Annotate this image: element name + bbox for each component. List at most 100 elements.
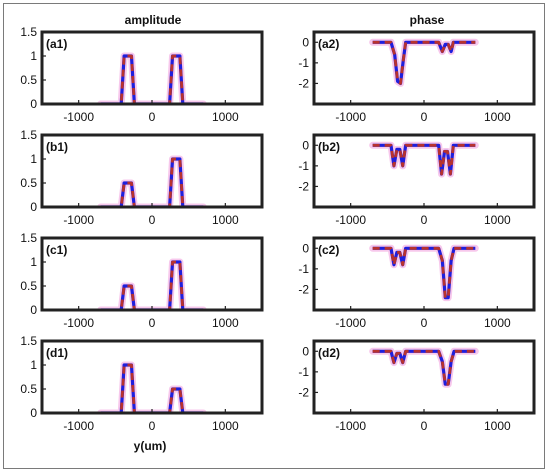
y-tick-label-b2: -2 xyxy=(298,179,309,193)
series-line-blue-d2 xyxy=(372,349,476,386)
panel-a2: -1000 0 1000 -2 -1 0 (a2) xyxy=(298,30,536,124)
y-tick-label-d1: 0.5 xyxy=(20,382,37,396)
series-halo-d2 xyxy=(369,347,479,388)
panel-label-d1: (d1) xyxy=(46,346,68,360)
series-group-a1 xyxy=(97,52,207,104)
panel-label-a2: (a2) xyxy=(318,37,339,51)
series-line-blue-c1 xyxy=(100,260,204,310)
x-tick-label-b2: -1000 xyxy=(335,213,366,227)
series-halo-a1 xyxy=(97,52,207,104)
series-group-d1 xyxy=(97,361,207,413)
series-line-red-a2 xyxy=(372,40,476,85)
x-tick-label-a1: 1000 xyxy=(212,110,239,124)
series-line-red-b1 xyxy=(100,157,204,207)
y-tick-label-c1: 1.5 xyxy=(20,231,37,245)
panel-b1: -1000 0 1000 0 0.5 1 1.5 (b1) xyxy=(20,128,264,227)
y-tick-label-c1: 1 xyxy=(30,255,37,269)
y-tick-label-a1: 1 xyxy=(30,49,37,63)
series-line-blue-d1 xyxy=(100,363,204,413)
axes-box-c1 xyxy=(40,236,264,312)
x-tick-label-c2: -1000 xyxy=(335,316,366,330)
panel-a1: -1000 0 1000 0 0.5 1 1.5 (a1) xyxy=(20,25,264,124)
x-tick-label-d1: -1000 xyxy=(63,419,94,433)
panel-d2: -1000 0 1000 -2 -1 0 (d2) xyxy=(298,339,536,433)
x-tick-label-b2: 1000 xyxy=(484,213,511,227)
series-line-red-c2 xyxy=(372,246,476,300)
x-tick-label-a2: 0 xyxy=(421,110,428,124)
x-tick-label-c1: 1000 xyxy=(212,316,239,330)
x-tick-label-a2: -1000 xyxy=(335,110,366,124)
y-tick-label-d1: 1 xyxy=(30,358,37,372)
x-tick-label-d2: 0 xyxy=(421,419,428,433)
x-tick-label-b1: -1000 xyxy=(63,213,94,227)
panel-label-c2: (c2) xyxy=(318,243,339,257)
y-tick-label-b1: 0.5 xyxy=(20,176,37,190)
x-tick-label-b1: 0 xyxy=(149,213,156,227)
column-title-phase: phase xyxy=(410,13,445,27)
series-line-red-d1 xyxy=(100,363,204,413)
x-tick-label-c1: -1000 xyxy=(63,316,94,330)
series-line-blue-b1 xyxy=(100,157,204,207)
series-line-red-c1 xyxy=(100,260,204,310)
y-tick-label-b2: 0 xyxy=(302,138,309,152)
x-tick-label-a2: 1000 xyxy=(484,110,511,124)
column-title-amplitude: amplitude xyxy=(125,13,182,27)
x-tick-label-a1: -1000 xyxy=(63,110,94,124)
panel-label-d2: (d2) xyxy=(318,346,340,360)
x-tick-label-b2: 0 xyxy=(421,213,428,227)
series-halo-b2 xyxy=(369,141,479,178)
y-tick-label-a2: -2 xyxy=(298,76,309,90)
panel-label-b1: (b1) xyxy=(46,140,68,154)
series-line-red-a1 xyxy=(100,54,204,104)
y-tick-label-d2: -2 xyxy=(298,385,309,399)
x-tick-label-c1: 0 xyxy=(149,316,156,330)
y-tick-label-c2: -2 xyxy=(298,282,309,296)
series-halo-d1 xyxy=(97,361,207,413)
series-group-c1 xyxy=(97,258,207,310)
panel-b2: -1000 0 1000 -2 -1 0 (b2) xyxy=(298,133,536,227)
y-tick-label-a2: 0 xyxy=(302,35,309,49)
series-line-blue-b2 xyxy=(372,143,476,176)
series-line-red-b2 xyxy=(372,143,476,176)
x-tick-label-b1: 1000 xyxy=(212,213,239,227)
y-tick-label-a1: 1.5 xyxy=(20,25,37,39)
series-halo-b1 xyxy=(97,155,207,207)
y-tick-label-b1: 1.5 xyxy=(20,128,37,142)
series-group-b1 xyxy=(97,155,207,207)
panel-d1: -1000 0 1000 0 0.5 1 1.5 (d1) xyxy=(20,334,264,433)
series-line-blue-a2 xyxy=(372,40,476,86)
panel-c1: -1000 0 1000 0 0.5 1 1.5 (c1) xyxy=(20,231,264,330)
y-tick-label-b1: 1 xyxy=(30,152,37,166)
y-tick-label-a2: -1 xyxy=(298,56,309,70)
panel-c2: -1000 0 1000 -2 -1 0 (c2) xyxy=(298,236,536,330)
y-tick-label-c2: -1 xyxy=(298,262,309,276)
series-line-red-d2 xyxy=(372,349,476,386)
series-group-c2 xyxy=(369,244,479,302)
y-tick-label-c2: 0 xyxy=(302,241,309,255)
axes-box-d1 xyxy=(40,339,264,415)
y-tick-label-d2: 0 xyxy=(302,344,309,358)
series-group-d2 xyxy=(369,347,479,388)
y-tick-label-a1: 0.5 xyxy=(20,73,37,87)
y-tick-label-d1: 0 xyxy=(30,406,37,420)
panel-label-a1: (a1) xyxy=(46,37,67,51)
x-tick-label-d2: -1000 xyxy=(335,419,366,433)
series-halo-c1 xyxy=(97,258,207,310)
x-tick-label-d1: 1000 xyxy=(212,419,239,433)
series-group-a2 xyxy=(369,38,479,87)
y-tick-label-d1: 1.5 xyxy=(20,334,37,348)
y-tick-label-c1: 0.5 xyxy=(20,279,37,293)
series-line-blue-a1 xyxy=(100,54,204,104)
x-tick-label-c2: 0 xyxy=(421,316,428,330)
panel-label-c1: (c1) xyxy=(46,243,67,257)
y-tick-label-b1: 0 xyxy=(30,200,37,214)
y-tick-label-b2: -1 xyxy=(298,159,309,173)
y-tick-label-a1: 0 xyxy=(30,97,37,111)
panel-label-b2: (b2) xyxy=(318,140,340,154)
x-tick-label-c2: 1000 xyxy=(484,316,511,330)
x-axis-label: y(um) xyxy=(134,439,167,453)
x-tick-label-d2: 1000 xyxy=(484,419,511,433)
x-tick-label-d1: 0 xyxy=(149,419,156,433)
